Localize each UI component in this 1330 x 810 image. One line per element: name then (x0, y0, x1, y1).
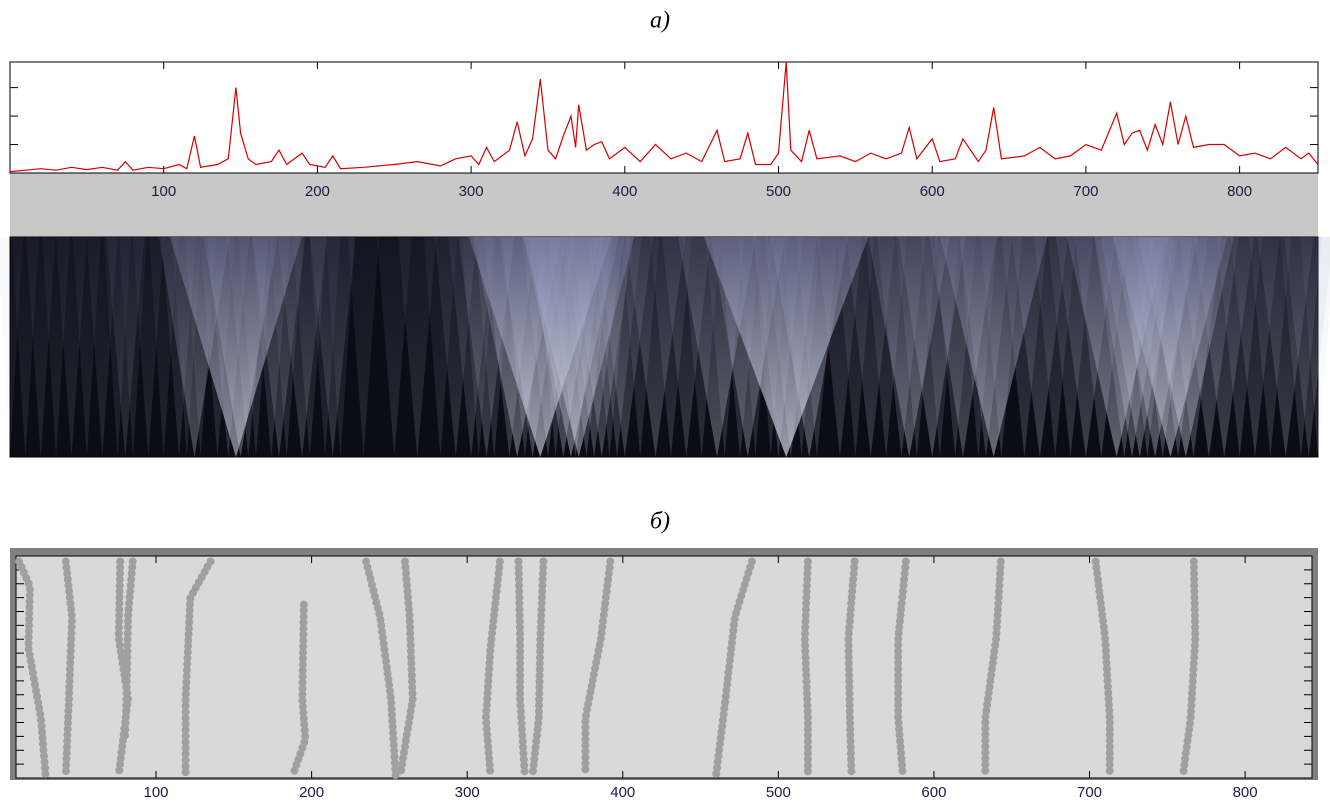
x-tick-label: 200 (299, 784, 324, 801)
x-tick-label: 500 (766, 183, 791, 200)
panel-label: б) (650, 509, 670, 535)
signal-line (9, 61, 1319, 173)
ridge-line (800, 557, 812, 780)
x-tick-label: 400 (610, 784, 635, 801)
ridge-line (481, 557, 504, 780)
x-tick-label: 600 (921, 784, 946, 801)
ridge-line (1178, 557, 1200, 780)
plot-area (15, 555, 1313, 779)
ridge-line (61, 557, 76, 780)
x-tick-label: 300 (455, 784, 480, 801)
ridge-line (894, 557, 910, 780)
ridge-line (844, 557, 859, 780)
scalogram-cone (347, 237, 380, 457)
ridge-line (15, 557, 50, 780)
ridge-line (712, 557, 756, 780)
ridge-line (581, 557, 615, 780)
x-tick-label: 800 (1227, 183, 1252, 200)
axis-strip (10, 173, 1318, 237)
x-tick-label: 500 (766, 784, 791, 801)
scalogram-cone (398, 237, 437, 457)
plot-area (9, 61, 1319, 174)
ridge-line (396, 557, 417, 780)
x-tick-label: 100 (151, 183, 176, 200)
ridge-line (120, 557, 137, 744)
scalogram-cone (325, 237, 356, 457)
ridge-line (981, 557, 1005, 780)
ridge-line (288, 600, 310, 780)
x-tick-label: 700 (1077, 784, 1102, 801)
ridge-line (528, 557, 548, 780)
x-tick-label: 600 (920, 183, 945, 200)
ridge-line (181, 557, 215, 780)
x-tick-label: 100 (144, 784, 169, 801)
x-tick-label: 800 (1233, 784, 1258, 801)
x-tick-label: 200 (305, 183, 330, 200)
x-tick-label: 700 (1073, 183, 1098, 200)
x-tick-label: 300 (459, 183, 484, 200)
scalogram-cone (1300, 237, 1330, 457)
x-tick-label: 400 (612, 183, 637, 200)
ridge-line (362, 557, 400, 780)
ridge-line (1091, 557, 1114, 780)
ridge-line (514, 557, 529, 780)
panel-label: а) (650, 8, 670, 34)
